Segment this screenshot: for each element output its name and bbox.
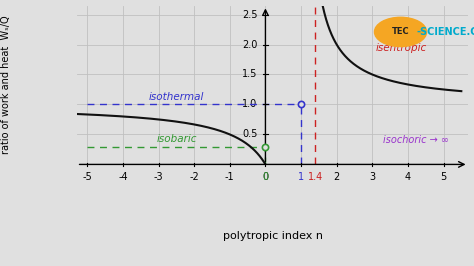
Text: isochoric → ∞: isochoric → ∞: [383, 135, 449, 145]
Text: 0: 0: [263, 172, 268, 182]
Text: -1: -1: [225, 172, 235, 182]
Text: ratio of work and heat  Wₛ/Q: ratio of work and heat Wₛ/Q: [1, 16, 11, 154]
Text: 0.5: 0.5: [242, 130, 257, 139]
Text: TEC: TEC: [392, 27, 410, 36]
Text: 1.5: 1.5: [242, 69, 257, 80]
Text: -5: -5: [82, 172, 92, 182]
Text: 2.5: 2.5: [242, 10, 257, 19]
Text: -2: -2: [189, 172, 199, 182]
Text: 1.4: 1.4: [308, 172, 323, 182]
Text: 1.0: 1.0: [242, 99, 257, 110]
Text: isothermal: isothermal: [149, 92, 204, 102]
Text: 4: 4: [405, 172, 411, 182]
Text: 5: 5: [440, 172, 447, 182]
Text: 0: 0: [263, 172, 268, 182]
Text: 2: 2: [334, 172, 340, 182]
Text: -4: -4: [118, 172, 128, 182]
Text: isobaric: isobaric: [156, 135, 197, 144]
Text: -SCIENCE.COM: -SCIENCE.COM: [416, 27, 474, 37]
Text: isentropic: isentropic: [376, 43, 427, 52]
Text: 1: 1: [298, 172, 304, 182]
Text: 3: 3: [369, 172, 375, 182]
Text: polytropic index n: polytropic index n: [223, 231, 323, 241]
Text: -3: -3: [154, 172, 164, 182]
Text: 2.0: 2.0: [242, 40, 257, 49]
